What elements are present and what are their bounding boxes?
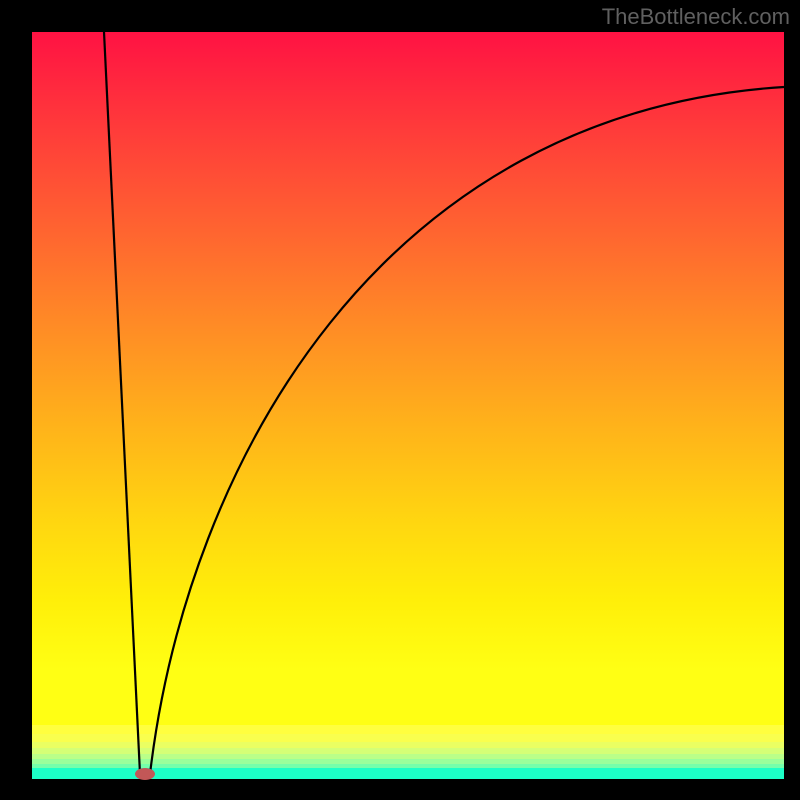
plot-area (32, 32, 784, 779)
chart-container: TheBottleneck.com (0, 0, 800, 800)
curve-left-line (104, 32, 140, 774)
curves-layer (32, 32, 784, 779)
curve-right-path (150, 87, 784, 774)
watermark-text: TheBottleneck.com (602, 4, 790, 30)
minimum-marker-ellipse (135, 768, 155, 780)
minimum-marker (133, 766, 157, 782)
